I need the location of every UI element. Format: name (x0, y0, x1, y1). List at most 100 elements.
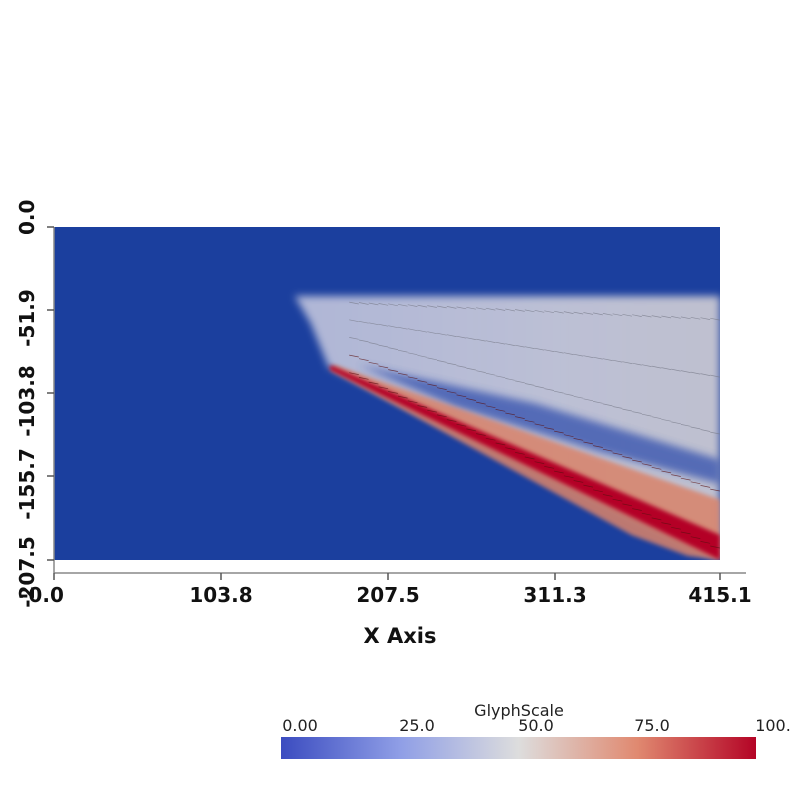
glyph-line (710, 488, 720, 492)
glyph-line (632, 411, 642, 414)
glyph-line (476, 401, 486, 405)
glyph-line (690, 316, 701, 320)
glyph-line (602, 448, 613, 452)
glyph-line (378, 344, 389, 348)
glyph-line (641, 314, 652, 318)
glyph-line (495, 375, 506, 379)
glyph-line (661, 367, 672, 370)
glyph-line (680, 531, 691, 535)
glyph-line (680, 370, 691, 373)
glyph-line (495, 341, 506, 345)
glyph-line (466, 367, 476, 371)
colorbar-label: 100. (755, 716, 791, 735)
glyph-line (378, 323, 389, 327)
glyph-line (388, 303, 398, 307)
glyph-line (690, 536, 701, 539)
glyph-line (456, 423, 467, 427)
glyph-line (495, 409, 506, 412)
glyph-line (632, 314, 642, 317)
glyph-line (515, 309, 525, 312)
glyph-line (593, 401, 603, 404)
glyph-line (524, 419, 535, 423)
x-tick-label: 415.1 (688, 583, 751, 607)
glyph-line (358, 358, 369, 361)
glyph-line (427, 357, 437, 361)
glyph-line (524, 456, 535, 460)
glyph-line (407, 400, 418, 404)
glyph-line (671, 316, 681, 319)
glyph-line (349, 337, 359, 340)
glyph-line (495, 442, 506, 446)
glyph-line (436, 387, 447, 390)
glyph-line (427, 409, 437, 413)
glyph-line (622, 361, 633, 364)
glyph-line (368, 302, 379, 306)
glyph-line (476, 307, 486, 311)
glyph-line (446, 334, 457, 337)
x-tick-label: 103.8 (189, 583, 252, 607)
glyph-line (476, 433, 486, 436)
glyph-line (427, 305, 437, 308)
glyph-line (700, 317, 711, 320)
glyph-line (485, 340, 496, 343)
glyph-line (388, 391, 398, 394)
colorbar (281, 737, 756, 759)
glyph-line (505, 447, 515, 450)
glyph-line (397, 372, 408, 376)
glyph-line (554, 470, 564, 474)
glyph-line (563, 475, 574, 479)
glyph-line (456, 335, 467, 339)
glyph-line (534, 347, 545, 351)
glyph-line (368, 361, 379, 365)
glyph-line (563, 434, 574, 438)
glyph-line (495, 308, 506, 311)
plume-inner-lobe (358, 365, 720, 484)
glyph-line (602, 403, 613, 407)
glyph-line (505, 343, 515, 346)
glyph-line (651, 315, 662, 318)
glyph-line (446, 419, 457, 422)
x-ticks: -0.0 103.8 207.5 311.3 415.1 (20, 573, 752, 607)
glyph-line (485, 437, 496, 441)
glyph-line (436, 305, 447, 309)
x-tick-label: 311.3 (523, 583, 586, 607)
glyph-line (349, 372, 359, 375)
glyph-line (407, 352, 418, 356)
glyph-line (710, 374, 720, 378)
glyph-line (583, 355, 594, 358)
glyph-line (524, 383, 535, 386)
glyph-line (651, 365, 662, 369)
glyph-line (622, 313, 633, 317)
glyph-line (466, 337, 476, 340)
y-tick-label: -155.7 (15, 448, 39, 520)
glyph-line (632, 508, 642, 511)
glyph-line (358, 320, 369, 324)
glyph-line (534, 461, 545, 464)
glyph-line (700, 485, 711, 488)
glyph-line (661, 418, 672, 422)
x-tick-label: 207.5 (356, 583, 419, 607)
glyph-line (593, 356, 603, 360)
glyph-line (378, 303, 389, 306)
colorbar-labels: 0.00 25.0 50.0 75.0 100. (282, 716, 791, 735)
glyph-line (388, 369, 398, 372)
plume-max-band (330, 365, 720, 560)
glyph-line (407, 304, 418, 307)
glyph-line (661, 522, 672, 525)
glyph-line (593, 489, 603, 493)
colorbar-label: 75.0 (634, 716, 670, 735)
glyph-line (515, 416, 525, 419)
glyph-line (583, 441, 594, 445)
glyph-line (388, 347, 398, 350)
glyph-line (436, 360, 447, 363)
glyph-line (466, 398, 476, 401)
glyph-line (710, 545, 720, 549)
glyph-line (534, 423, 545, 427)
glyph-line (554, 390, 564, 394)
glyph-line (573, 438, 584, 441)
glyph-line (700, 373, 711, 376)
x-axis-title: X Axis (364, 624, 437, 648)
glyph-line (641, 413, 652, 417)
glyph-line (378, 365, 389, 369)
glyph-line (485, 405, 496, 409)
